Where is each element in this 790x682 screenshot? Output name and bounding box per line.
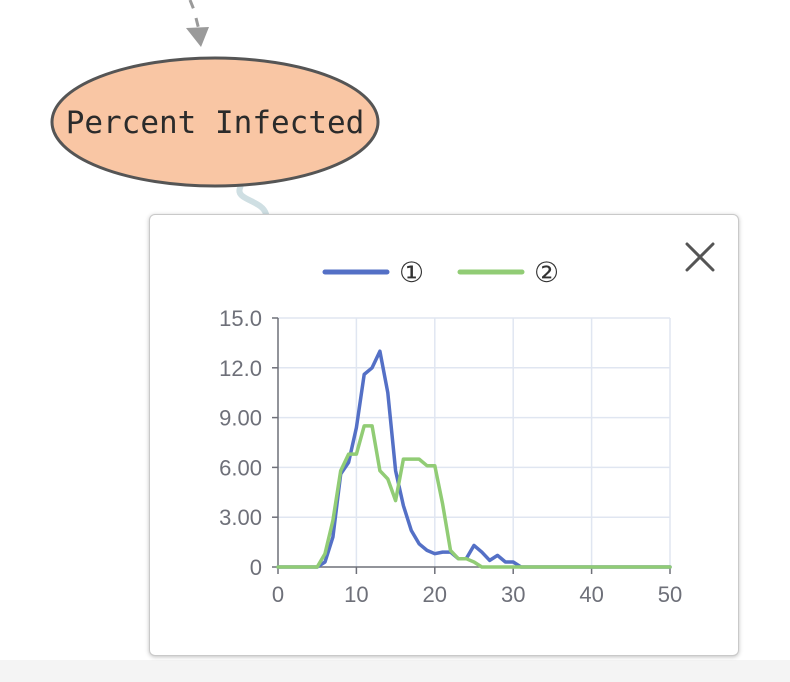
y-tick-label: 15.0: [219, 306, 262, 331]
x-tick-label: 0: [272, 582, 284, 607]
series-line-1[interactable]: [276, 349, 672, 569]
x-tick-label: 30: [501, 582, 525, 607]
series-line-2[interactable]: [276, 424, 672, 569]
y-tick-label: 3.00: [219, 505, 262, 530]
legend-label: ①: [399, 256, 424, 289]
node-label: Percent Infected: [66, 105, 365, 141]
bottom-strip: [0, 660, 790, 682]
node-percent-infected[interactable]: Percent Infected: [50, 56, 380, 188]
legend-item-2[interactable]: ②: [457, 256, 559, 289]
close-icon[interactable]: [680, 237, 720, 277]
x-tick-label: 50: [658, 582, 682, 607]
chart-grid: [278, 317, 671, 567]
y-tick-label: 9.00: [219, 406, 262, 431]
x-tick-label: 10: [344, 582, 368, 607]
y-tick-label: 6.00: [219, 455, 262, 480]
chart-axes: 0 3.00 6.00 9.00 12.0 15.0 0 10 20 30 40 50: [219, 306, 682, 607]
x-tick-label: 40: [579, 582, 603, 607]
node-ellipse[interactable]: [50, 56, 380, 188]
chart-series: [276, 349, 672, 569]
y-tick-label: 12.0: [219, 356, 262, 381]
y-tick-label: 0: [250, 555, 262, 580]
close-button[interactable]: [680, 237, 720, 277]
legend-label: ②: [534, 256, 559, 289]
incoming-arrow[interactable]: [186, 0, 209, 47]
x-tick-label: 20: [423, 582, 447, 607]
legend-item-1[interactable]: ①: [322, 256, 424, 289]
